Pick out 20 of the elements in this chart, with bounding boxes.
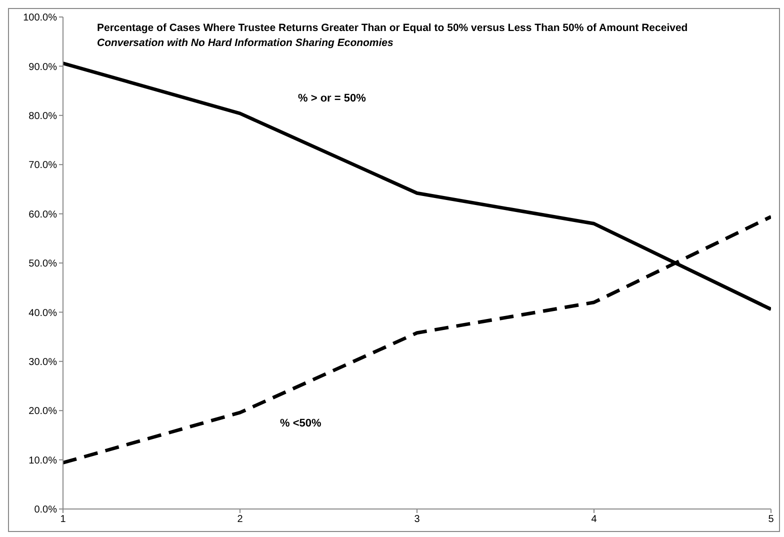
x-tick-label: 2 [237, 514, 244, 526]
text: % > or = 50% [298, 92, 366, 104]
y-tick-label: 70.0% [28, 160, 58, 172]
x-tick-label: 5 [768, 514, 774, 526]
y-tick-label: 80.0% [28, 110, 58, 122]
y-tick-label: 30.0% [28, 356, 58, 368]
x-tick-label: 4 [591, 514, 598, 526]
y-tick-label: 0.0% [34, 504, 58, 516]
y-tick-label: 100.0% [23, 12, 58, 24]
y-tick-label: 20.0% [28, 406, 58, 418]
text: Percentage of Cases Where Trustee Returns Greater Than or Equal to 50% versus Less Than 50% of Amount Received [97, 21, 688, 36]
x-tick-label: 1 [60, 514, 66, 526]
y-tick-label: 50.0% [28, 258, 58, 270]
y-tick-label: 40.0% [28, 308, 58, 319]
series-label: % <50% [280, 418, 322, 430]
y-tick-label: 10.0% [28, 455, 58, 466]
y-tick-label: 90.0% [28, 62, 58, 73]
text: Conversation with No Hard Information Sharing Economies [97, 36, 394, 51]
y-tick-label: 60.0% [28, 209, 58, 220]
x-tick-label: 3 [414, 514, 420, 526]
